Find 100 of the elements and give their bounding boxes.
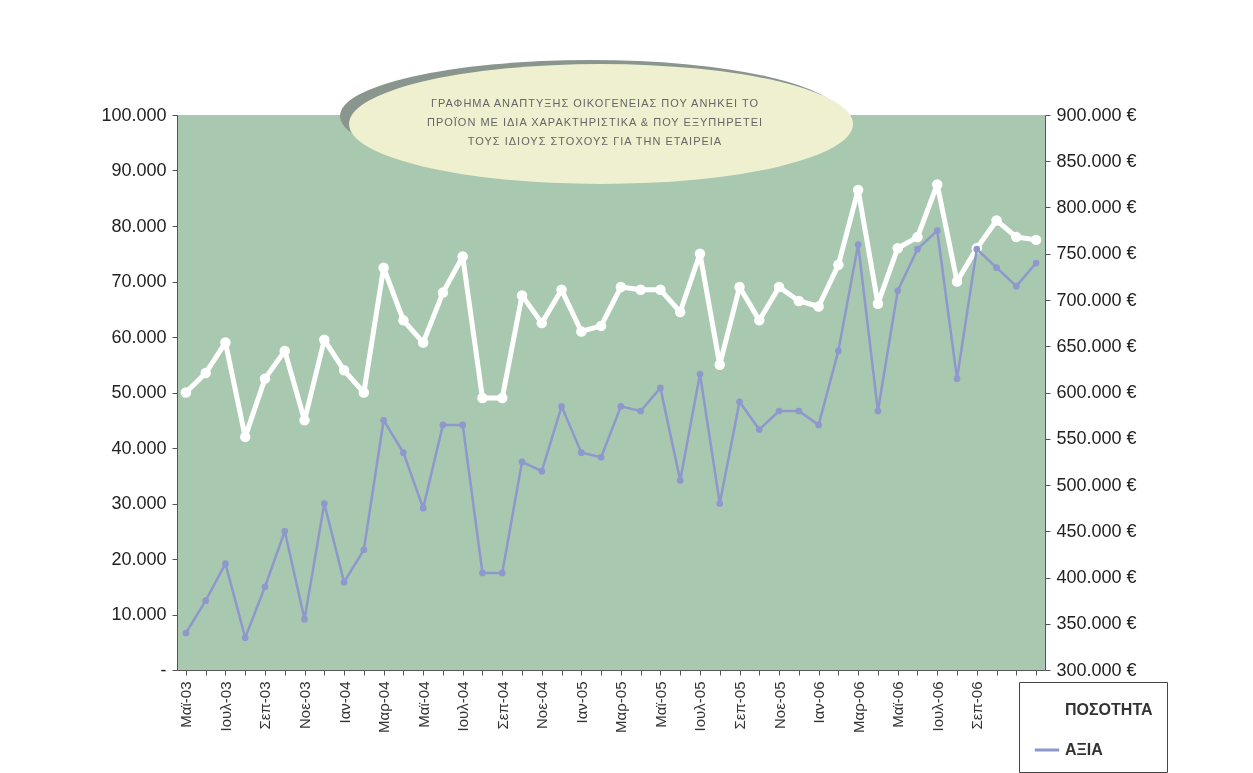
point xyxy=(874,407,882,415)
y2-tick-label: 550.000 € xyxy=(1056,428,1137,449)
x-tick-label: Ιουλ-05 xyxy=(691,681,709,732)
point xyxy=(320,500,328,507)
point xyxy=(854,241,862,248)
point xyxy=(775,407,783,415)
x-tick-label: Μαϊ-06 xyxy=(889,681,907,728)
point xyxy=(914,245,921,253)
point xyxy=(457,251,468,262)
point xyxy=(953,375,961,382)
point xyxy=(736,398,743,406)
point xyxy=(358,387,370,398)
point xyxy=(696,370,704,378)
y2-tick-label: 700.000 € xyxy=(1056,289,1137,310)
point xyxy=(360,546,368,554)
point xyxy=(754,315,765,326)
x-tick-label: Ιουλ-04 xyxy=(454,681,472,732)
point xyxy=(439,421,447,429)
x-tick-label: Μαρ-04 xyxy=(375,681,393,733)
x-tick-label: Ιουλ-06 xyxy=(928,681,946,732)
y2-tick-label: 650.000 € xyxy=(1056,335,1137,356)
x-tick-label: Μαρ-06 xyxy=(849,681,867,733)
point xyxy=(872,298,884,309)
x-tick-label: Νοε-03 xyxy=(296,681,314,730)
point xyxy=(281,527,289,535)
point xyxy=(676,477,684,484)
y-tick-label: 10.000 xyxy=(111,604,167,624)
y-tick-label: 60.000 xyxy=(111,326,167,347)
point xyxy=(716,500,724,507)
point xyxy=(200,367,211,379)
x-tick-label: Ιουλ-03 xyxy=(216,681,234,732)
chart-title: ΓΡΑΦΗΜΑ ΑΝΑΠΤΥΞΗΣ ΟΙΚΟΓΕΝΕΙΑΣ ΠΟΥ ΑΝΗΚΕΙ ΤΟ ΠΡΟΪΟΝ ΜΕ ΙΔΙΑ ΧΑΡΑΚΤΗΡΙΣΤΙΚΑ & ΠΟΥ ΕΞΥΠΗΡΕΤΕΙ ΤΟΥΣ ΙΔΙΟΥΣ ΣΤΟΧΟΥΣ ΓΙΑ ΤΗΝ ΕΤΑΙΡΕΙΑ xyxy=(425,95,765,149)
x-tick-label: Νοε-04 xyxy=(533,681,551,730)
point xyxy=(477,392,488,404)
x-tick-label: Ιαν-06 xyxy=(810,681,828,724)
x-tick-label: Μαϊ-03 xyxy=(177,681,195,728)
point xyxy=(498,569,506,577)
point xyxy=(398,315,409,326)
x-tick-label: Νοε-05 xyxy=(770,681,788,730)
point xyxy=(815,421,822,429)
y2-tick-label: 800.000 € xyxy=(1056,197,1137,217)
point xyxy=(437,287,449,298)
point xyxy=(400,449,407,456)
point xyxy=(635,284,646,296)
point xyxy=(835,347,842,355)
point xyxy=(993,264,1000,271)
point xyxy=(241,634,249,641)
point xyxy=(932,179,943,190)
point xyxy=(299,415,310,426)
y-tick-label: 70.000 xyxy=(111,271,167,291)
y-tick-label: 30.000 xyxy=(111,493,167,513)
y2-tick-label: 300.000 € xyxy=(1056,659,1137,680)
y-tick-label: 100.000 xyxy=(101,104,167,125)
x-tick-label: Μαϊ-04 xyxy=(414,681,432,728)
point xyxy=(459,421,467,429)
point xyxy=(615,281,627,293)
legend-label: ΑΞΙΑ xyxy=(1065,741,1104,758)
y-tick-label: 40.000 xyxy=(111,437,167,458)
point xyxy=(518,458,526,466)
x-tick-label: Σεπ-05 xyxy=(731,681,749,730)
y2-tick-label: 450.000 € xyxy=(1056,520,1137,541)
point xyxy=(657,384,664,392)
x-tick-label: Μαϊ-05 xyxy=(651,681,669,728)
point xyxy=(1030,234,1042,246)
point xyxy=(773,281,785,293)
point xyxy=(340,578,348,586)
point xyxy=(338,365,350,376)
point xyxy=(912,231,923,243)
y-tick-label: 50.000 xyxy=(111,382,167,402)
y-tick-label: 80.000 xyxy=(111,215,167,236)
y2-tick-label: 600.000 € xyxy=(1056,382,1137,402)
point xyxy=(793,295,805,307)
point xyxy=(558,403,565,410)
point xyxy=(892,242,903,254)
y-tick-label: - xyxy=(160,659,167,680)
point xyxy=(1032,259,1040,267)
point xyxy=(516,290,528,301)
point xyxy=(1011,231,1022,243)
point xyxy=(617,403,625,410)
point xyxy=(597,453,605,461)
y-tick-label: 20.000 xyxy=(111,548,167,569)
point xyxy=(833,259,844,271)
x-tick-label: Μαρ-05 xyxy=(612,681,630,733)
point xyxy=(795,407,803,415)
point xyxy=(951,276,963,287)
point xyxy=(259,373,271,384)
y2-tick-label: 400.000 € xyxy=(1056,567,1137,587)
point xyxy=(894,287,902,295)
y2-tick-label: 750.000 € xyxy=(1056,243,1137,264)
point xyxy=(220,337,231,348)
point xyxy=(222,560,229,567)
point xyxy=(714,359,725,370)
point xyxy=(202,597,210,604)
point xyxy=(538,467,546,475)
point xyxy=(755,426,763,433)
point xyxy=(991,215,1002,226)
y2-tick-label: 850.000 € xyxy=(1056,150,1137,171)
point xyxy=(301,615,308,623)
point xyxy=(933,227,941,234)
point xyxy=(417,337,429,348)
